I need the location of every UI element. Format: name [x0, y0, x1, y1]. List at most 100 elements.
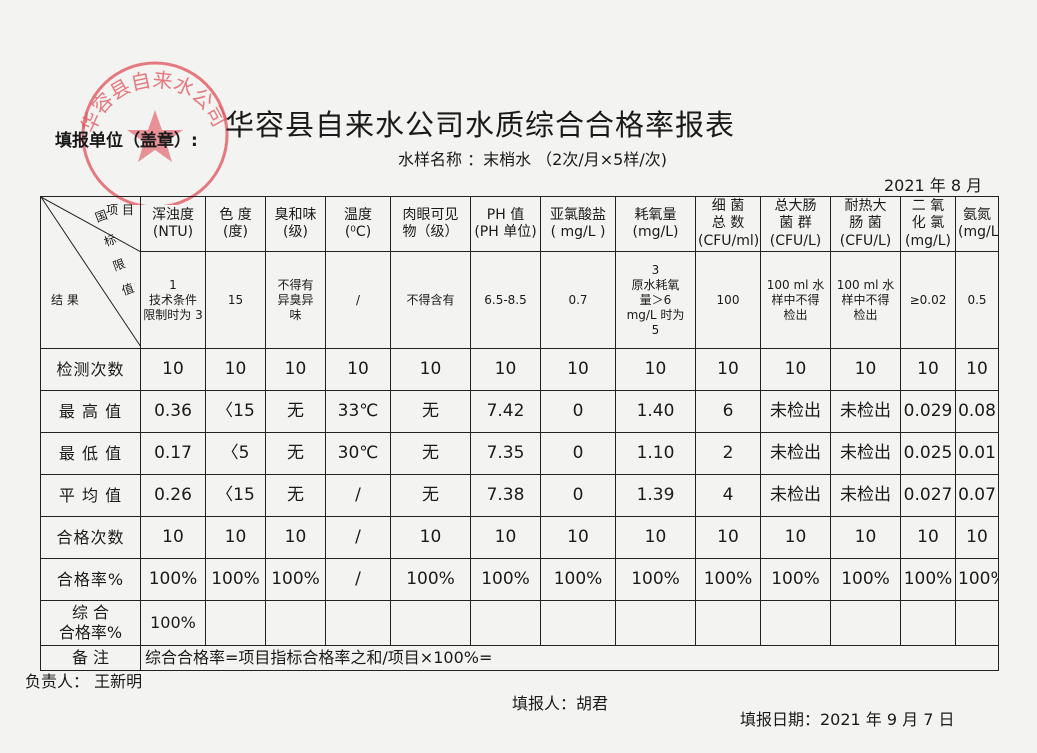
data-cell: 10	[830, 516, 901, 559]
data-cell: 10	[900, 516, 956, 559]
data-cell: 33℃	[325, 390, 391, 433]
limit-cell: 100 ml 水 样中不得 检出	[830, 251, 901, 349]
note-row: 备 注综合合格率=项目指标合格率之和/项目×100%=	[40, 645, 999, 671]
corner-item: 项 目	[106, 203, 134, 217]
data-cell: 4	[695, 474, 761, 517]
limit-cell: 3 原水耗氧 量＞6 mg/L 时为 5	[615, 251, 696, 349]
data-cell: 未检出	[760, 432, 831, 475]
empty-cell	[955, 600, 999, 646]
title: 华容县自来水公司水质综合合格率报表	[225, 108, 736, 142]
data-cell: 〈5	[205, 432, 266, 475]
data-cell: 0.36	[140, 390, 206, 433]
data-cell: 10	[760, 516, 831, 559]
data-row: 检测次数 10 10 10 10 10 10 10 10 10 10 10 10 10	[40, 348, 999, 391]
column-header: 总大肠 菌 群 (CFU/L)	[760, 196, 831, 252]
data-cell: 未检出	[830, 432, 901, 475]
column-header: 温度 (⁰C)	[325, 196, 391, 252]
empty-cell	[540, 600, 616, 646]
data-cell: 无	[390, 474, 471, 517]
corner-diagonals	[41, 197, 140, 346]
data-row: 合格次数 10 10 10/10 10 10 10 10 10 10 10 10	[40, 516, 999, 559]
column-header: 肉眼可见 物（级）	[390, 196, 471, 252]
data-cell: 〈15	[205, 474, 266, 517]
data-cell: 0.01	[955, 432, 999, 475]
data-cell: 10	[265, 516, 326, 559]
column-header: 色 度 (度)	[205, 196, 266, 252]
data-cell: 100%	[760, 558, 831, 601]
data-cell: 无	[390, 390, 471, 433]
data-cell: 10	[695, 516, 761, 559]
data-cell: 10	[955, 348, 999, 391]
column-header: PH 值 (PH 单位)	[470, 196, 541, 252]
data-cell: 100%	[830, 558, 901, 601]
data-cell: 10	[830, 348, 901, 391]
data-cell: 未检出	[830, 390, 901, 433]
data-cell: 100%	[955, 558, 999, 601]
row-label: 平 均 值	[40, 474, 141, 517]
limit-cell: 100	[695, 251, 761, 349]
data-cell: 100%	[140, 558, 206, 601]
diagonal-line	[41, 197, 140, 346]
report-date: 填报日期：2021 年 9 月 7 日	[740, 710, 955, 729]
data-cell: 2	[695, 432, 761, 475]
data-cell: 10	[265, 348, 326, 391]
empty-cell	[900, 600, 956, 646]
data-cell: 无	[265, 390, 326, 433]
data-cell: 100%	[615, 558, 696, 601]
row-label: 最 高 值	[40, 390, 141, 433]
data-cell: 1.39	[615, 474, 696, 517]
data-cell: 7.35	[470, 432, 541, 475]
data-cell: /	[325, 474, 391, 517]
column-header: 亚氯酸盐 ( mg/L )	[540, 196, 616, 252]
data-cell: 0.029	[900, 390, 956, 433]
data-cell: 100%	[540, 558, 616, 601]
data-cell: 10	[695, 348, 761, 391]
data-cell: 0.07	[955, 474, 999, 517]
data-cell: 10	[760, 348, 831, 391]
data-cell: 10	[615, 516, 696, 559]
data-cell: 100%	[900, 558, 956, 601]
column-header: 耗氧量 (mg/L)	[615, 196, 696, 252]
row-label: 综 合 合格率%	[40, 600, 141, 646]
empty-cell	[205, 600, 266, 646]
data-cell: 10	[615, 348, 696, 391]
stamp-star	[127, 110, 183, 162]
data-cell: 7.42	[470, 390, 541, 433]
data-cell: 无	[265, 474, 326, 517]
data-cell: 无	[265, 432, 326, 475]
responsible: 负责人： 王新明	[25, 672, 143, 691]
overall-row: 综 合 合格率% 100%	[40, 600, 999, 646]
data-cell: 10	[540, 516, 616, 559]
data-cell: /	[325, 516, 391, 559]
data-cell: 未检出	[760, 390, 831, 433]
column-header: 二 氧 化 氯 (mg/L)	[900, 196, 956, 252]
row-label: 最 低 值	[40, 432, 141, 475]
limit-cell: 100 ml 水 样中不得 检出	[760, 251, 831, 349]
row-label: 检测次数	[40, 348, 141, 391]
row-label: 合格率%	[40, 558, 141, 601]
data-cell: 10	[540, 348, 616, 391]
data-cell: 10	[140, 516, 206, 559]
note-label: 备 注	[40, 645, 141, 671]
data-cell: 0	[540, 390, 616, 433]
data-cell: 〈15	[205, 390, 266, 433]
data-cell: /	[325, 558, 391, 601]
overall-value: 100%	[140, 600, 206, 646]
data-cell: 未检出	[830, 474, 901, 517]
empty-cell	[830, 600, 901, 646]
data-cell: 0	[540, 474, 616, 517]
data-cell: 0.17	[140, 432, 206, 475]
diagonal-line	[41, 197, 140, 252]
stamp-ring	[81, 61, 229, 205]
limit-cell: ≥0.02	[900, 251, 956, 349]
data-cell: 10	[205, 348, 266, 391]
report-month: 2021 年 8 月	[884, 176, 983, 195]
data-cell: 7.38	[470, 474, 541, 517]
data-cell: 10	[470, 348, 541, 391]
data-row: 最 高 值 0.36 〈15 无 33℃ 无 7.42 0 1.40 6 未检出 未检出 0.029 0.…	[40, 390, 999, 433]
data-cell: 30℃	[325, 432, 391, 475]
limit-cell: /	[325, 251, 391, 349]
data-row: 最 低 值 0.17 〈5 无 30℃ 无 7.35 0 1.10 2 未检出 未检出 0.025 0.0…	[40, 432, 999, 475]
data-row: 合格率% 100% 100% 100%/100% 100% 100% 100% 100% 100…	[40, 558, 999, 601]
